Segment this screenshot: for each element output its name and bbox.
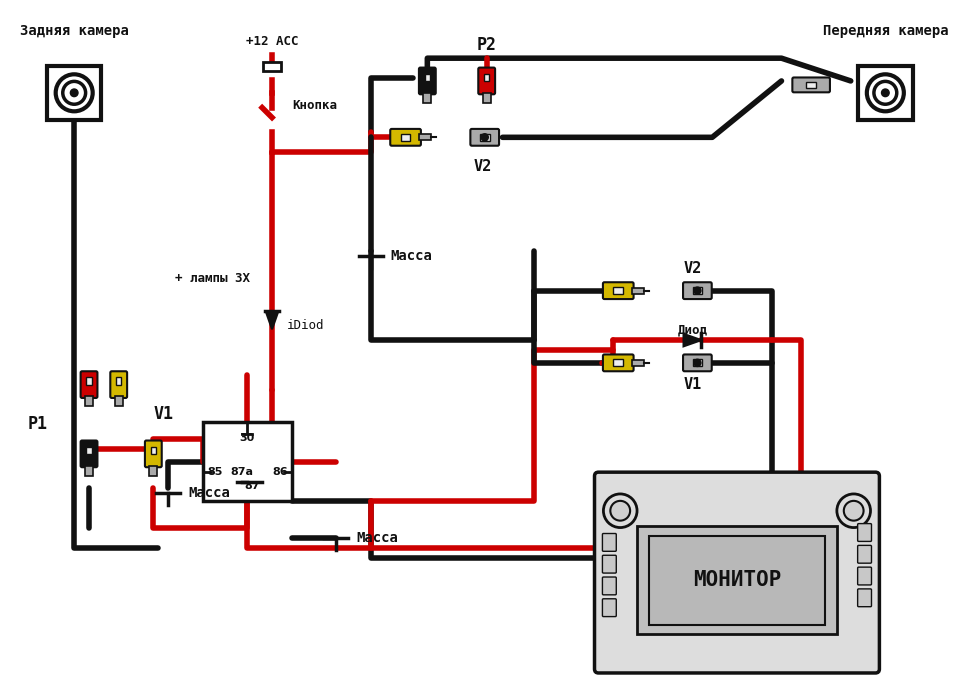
Bar (263, 62, 281, 71)
Text: P1: P1 (28, 415, 48, 433)
Bar (692, 359, 703, 366)
Bar (424, 74, 430, 81)
Text: + лампы 3Х: + лампы 3Х (175, 272, 251, 286)
Text: 30: 30 (240, 433, 255, 443)
FancyBboxPatch shape (81, 371, 97, 398)
Bar (47, 66, 102, 120)
Bar (613, 287, 623, 294)
Circle shape (844, 501, 864, 521)
Bar (484, 74, 490, 81)
Text: 86: 86 (272, 467, 288, 477)
FancyBboxPatch shape (110, 371, 127, 398)
Polygon shape (266, 312, 278, 329)
Circle shape (611, 501, 630, 521)
Bar (423, 93, 431, 103)
Bar (637, 526, 837, 634)
Bar (151, 447, 156, 454)
Text: V2: V2 (684, 261, 702, 277)
Text: Задняя камера: Задняя камера (20, 25, 129, 38)
FancyBboxPatch shape (391, 129, 420, 146)
Bar (649, 536, 825, 625)
FancyBboxPatch shape (603, 555, 616, 573)
FancyBboxPatch shape (857, 545, 872, 564)
Bar (806, 82, 816, 88)
Bar (85, 396, 93, 407)
Bar (85, 466, 93, 475)
FancyBboxPatch shape (603, 354, 634, 371)
FancyBboxPatch shape (470, 129, 499, 146)
Bar (115, 396, 123, 407)
Text: Масса: Масса (356, 531, 398, 545)
Text: 85: 85 (207, 467, 223, 477)
FancyBboxPatch shape (857, 567, 872, 585)
Circle shape (874, 81, 897, 104)
Text: +12 ACC: +12 ACC (246, 35, 299, 48)
FancyBboxPatch shape (603, 577, 616, 595)
Bar (483, 93, 491, 103)
Text: V1: V1 (154, 405, 173, 424)
FancyBboxPatch shape (792, 78, 830, 92)
Bar (632, 288, 644, 293)
FancyBboxPatch shape (857, 524, 872, 541)
Circle shape (481, 134, 489, 141)
Circle shape (837, 494, 871, 528)
Circle shape (56, 74, 93, 111)
Text: P2: P2 (477, 36, 496, 55)
Text: Диод: Диод (678, 323, 708, 337)
Bar (613, 359, 623, 366)
FancyBboxPatch shape (684, 354, 711, 371)
Bar (86, 377, 92, 384)
FancyBboxPatch shape (419, 68, 436, 95)
Bar (480, 134, 490, 141)
Bar (203, 422, 292, 501)
Text: Масса: Масса (188, 486, 229, 500)
FancyBboxPatch shape (145, 440, 161, 467)
Text: V2: V2 (473, 160, 492, 174)
Circle shape (881, 89, 889, 97)
FancyBboxPatch shape (684, 282, 711, 299)
FancyBboxPatch shape (478, 68, 495, 95)
Bar (420, 134, 431, 140)
Bar (116, 377, 122, 384)
Text: Кнопка: Кнопка (292, 99, 337, 112)
FancyBboxPatch shape (594, 473, 879, 673)
FancyBboxPatch shape (603, 598, 616, 617)
Text: iDiod: iDiod (287, 318, 324, 332)
Text: МОНИТОР: МОНИТОР (693, 570, 781, 591)
Circle shape (694, 359, 701, 366)
Bar (632, 360, 644, 366)
Text: Передняя камера: Передняя камера (823, 25, 948, 38)
Circle shape (867, 74, 903, 111)
Bar (86, 447, 92, 454)
Circle shape (70, 89, 78, 97)
Bar (150, 466, 157, 475)
Text: 87a: 87a (230, 467, 253, 477)
FancyBboxPatch shape (857, 589, 872, 607)
Circle shape (62, 81, 85, 104)
Bar (692, 287, 703, 294)
Text: V1: V1 (684, 377, 702, 392)
Text: Масса: Масса (391, 249, 433, 263)
Bar (400, 134, 411, 141)
Circle shape (604, 494, 637, 528)
Circle shape (694, 287, 701, 294)
Polygon shape (684, 334, 702, 346)
Text: 87: 87 (245, 480, 260, 491)
FancyBboxPatch shape (603, 533, 616, 552)
Bar (858, 66, 913, 120)
FancyBboxPatch shape (81, 440, 97, 467)
FancyBboxPatch shape (603, 282, 634, 299)
